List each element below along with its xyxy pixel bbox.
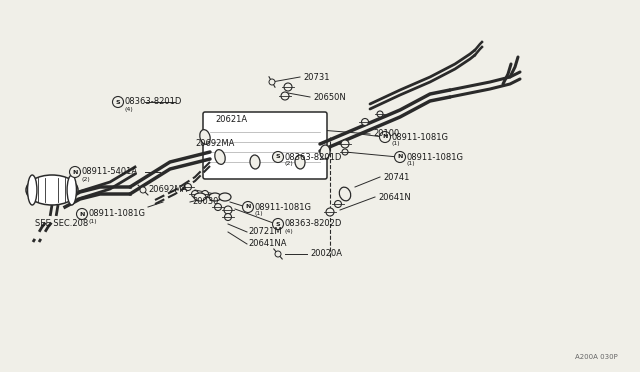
Circle shape xyxy=(202,190,209,198)
Text: A200A 030P: A200A 030P xyxy=(575,354,618,360)
Circle shape xyxy=(184,183,191,190)
Circle shape xyxy=(140,187,146,193)
Ellipse shape xyxy=(28,175,37,205)
Circle shape xyxy=(342,149,348,155)
Text: N: N xyxy=(382,135,388,140)
Circle shape xyxy=(113,96,124,108)
Text: (2): (2) xyxy=(81,176,90,182)
Circle shape xyxy=(341,140,349,148)
Text: 08911-1081G: 08911-1081G xyxy=(88,209,145,218)
Text: N: N xyxy=(397,154,403,160)
Text: S: S xyxy=(116,99,120,105)
Text: 20741: 20741 xyxy=(383,173,410,182)
Circle shape xyxy=(243,202,253,212)
Text: 20621A: 20621A xyxy=(215,115,247,125)
Ellipse shape xyxy=(26,175,78,205)
Text: 20692MA: 20692MA xyxy=(195,140,234,148)
Text: (4): (4) xyxy=(125,106,133,112)
Circle shape xyxy=(284,83,292,91)
Circle shape xyxy=(377,111,383,117)
Ellipse shape xyxy=(250,155,260,169)
Circle shape xyxy=(326,208,334,216)
Circle shape xyxy=(214,203,221,211)
Ellipse shape xyxy=(200,129,210,144)
Ellipse shape xyxy=(339,187,351,201)
Circle shape xyxy=(394,151,406,163)
Circle shape xyxy=(191,190,198,198)
Text: 20030: 20030 xyxy=(192,198,218,206)
Circle shape xyxy=(380,131,390,142)
Text: N: N xyxy=(72,170,77,174)
Circle shape xyxy=(281,92,289,100)
Text: (2): (2) xyxy=(285,161,293,167)
Text: 08363-8201D: 08363-8201D xyxy=(125,97,182,106)
Ellipse shape xyxy=(209,193,221,201)
Text: S: S xyxy=(276,221,280,227)
Text: 08363-8202D: 08363-8202D xyxy=(285,219,342,228)
Text: SEE SEC.208: SEE SEC.208 xyxy=(35,219,88,228)
Circle shape xyxy=(77,208,88,219)
Text: 20100: 20100 xyxy=(373,129,399,138)
Circle shape xyxy=(335,201,342,208)
Text: 08911-1081G: 08911-1081G xyxy=(255,202,312,212)
Text: 08911-1081G: 08911-1081G xyxy=(406,153,463,161)
Ellipse shape xyxy=(215,150,225,164)
Text: 08911-1081G: 08911-1081G xyxy=(392,132,449,141)
Text: 08911-5401A: 08911-5401A xyxy=(81,167,138,176)
Text: (1): (1) xyxy=(255,212,263,217)
Text: 20641NA: 20641NA xyxy=(248,240,287,248)
Ellipse shape xyxy=(194,193,206,201)
Ellipse shape xyxy=(219,193,231,201)
Circle shape xyxy=(269,79,275,85)
Circle shape xyxy=(362,119,369,125)
Ellipse shape xyxy=(67,175,76,205)
Circle shape xyxy=(273,151,284,163)
Text: 08363-8201D: 08363-8201D xyxy=(285,153,342,161)
Circle shape xyxy=(273,218,284,230)
FancyBboxPatch shape xyxy=(203,112,327,179)
Text: (4): (4) xyxy=(285,228,293,234)
Text: 20692MA: 20692MA xyxy=(148,186,188,195)
Text: 20020A: 20020A xyxy=(310,250,342,259)
Text: 20650N: 20650N xyxy=(313,93,346,102)
Ellipse shape xyxy=(295,155,305,169)
Text: N: N xyxy=(79,212,84,217)
Text: (1): (1) xyxy=(392,141,400,147)
Circle shape xyxy=(224,206,232,214)
Ellipse shape xyxy=(320,145,330,159)
Text: 20641N: 20641N xyxy=(378,192,411,202)
Text: (1): (1) xyxy=(406,161,415,167)
Circle shape xyxy=(225,214,232,221)
Circle shape xyxy=(275,251,281,257)
Text: 20721M: 20721M xyxy=(248,228,282,237)
Text: S: S xyxy=(276,154,280,160)
Text: 20731: 20731 xyxy=(303,73,330,81)
Text: N: N xyxy=(245,205,251,209)
Text: (1): (1) xyxy=(88,218,97,224)
Circle shape xyxy=(70,167,81,177)
